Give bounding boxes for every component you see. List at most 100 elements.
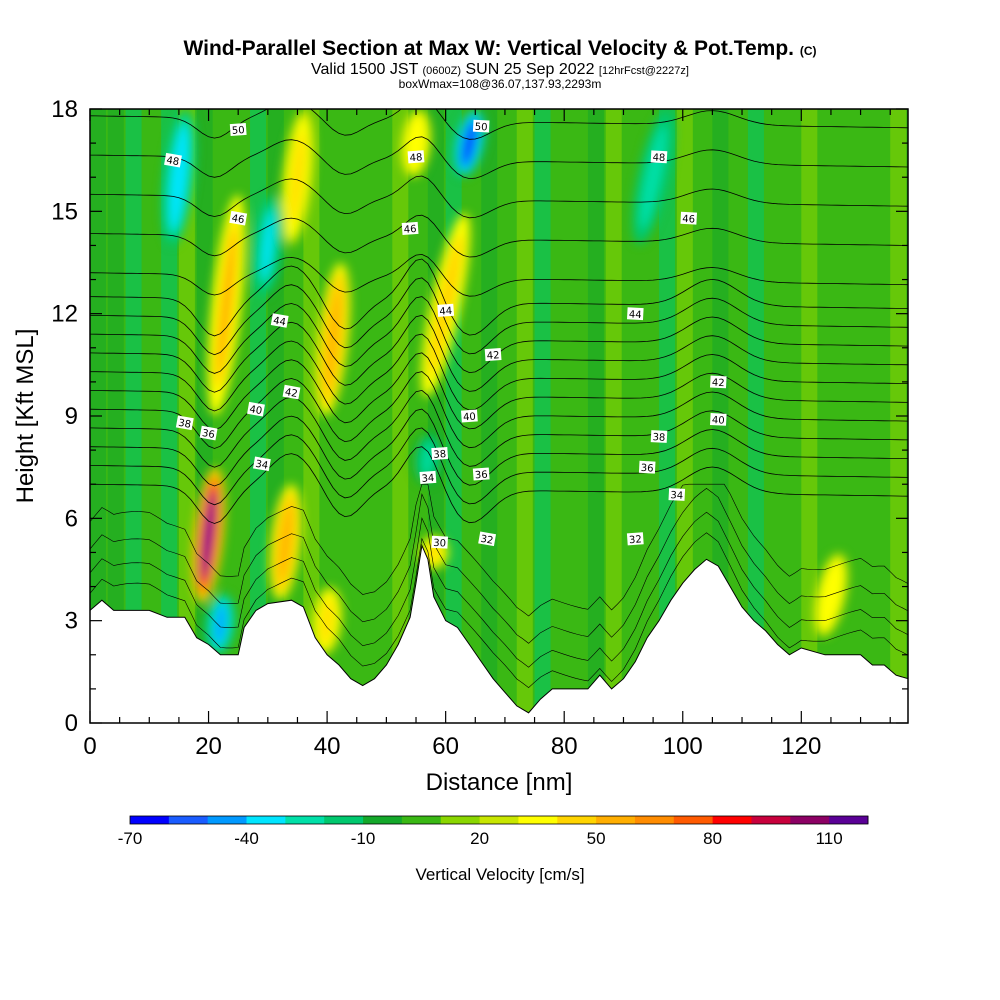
theta-isentrope	[90, 483, 908, 617]
theta-label-text: 44	[272, 315, 286, 328]
downdraft-cell	[262, 211, 274, 280]
velocity-band	[427, 109, 444, 723]
theta-label: 46	[401, 221, 419, 236]
velocity-band	[605, 109, 622, 723]
theta-label-text: 34	[254, 459, 268, 472]
velocity-band	[392, 109, 409, 723]
colorbar-swatch	[440, 816, 481, 824]
theta-label: 36	[472, 467, 490, 481]
colorbar-swatch	[751, 816, 791, 824]
theta-label-text: 30	[433, 538, 446, 550]
colorbar-swatch	[829, 816, 869, 824]
theta-label-text: 38	[177, 418, 191, 431]
x-tick-label: 0	[83, 733, 96, 760]
colorbar-tick-label: -70	[118, 829, 143, 848]
theta-label: 32	[478, 531, 497, 547]
theta-label: 48	[164, 152, 182, 168]
colorbar-swatch	[246, 816, 286, 824]
theta-label: 34	[668, 488, 686, 502]
y-axis-title: Height [Kft MSL]	[12, 329, 39, 504]
velocity-band	[676, 109, 693, 723]
velocity-band	[747, 109, 764, 723]
theta-label-text: 46	[682, 214, 695, 226]
colorbar-tick-label: 20	[470, 829, 489, 848]
theta-label: 44	[437, 303, 455, 318]
chart-box-info: boxWmax=108@36.07,137.93,2293m	[398, 77, 602, 91]
downdraft-cell	[463, 120, 476, 166]
velocity-band	[107, 109, 124, 723]
theta-isentrope	[90, 532, 908, 688]
theta-label-box	[437, 303, 455, 317]
colorbar-swatch	[479, 816, 519, 824]
theta-label: 40	[247, 401, 265, 417]
x-axis: 0 20 40 60 80 100 120	[83, 109, 891, 760]
theta-isentrope	[90, 277, 908, 356]
velocity-band	[161, 109, 178, 723]
theta-label-box	[401, 221, 419, 235]
colorbar-swatch	[401, 816, 442, 824]
colorbar-tick-label: -40	[234, 829, 259, 848]
y-tick-label: 12	[51, 301, 78, 328]
chart-subtitle: Valid 1500 JST (0600Z) SUN 25 Sep 2022 […	[311, 61, 689, 78]
colorbar-tick-label: 80	[703, 829, 722, 848]
updraft-cell	[823, 566, 839, 624]
theta-label-box	[626, 532, 644, 546]
theta-label-box	[229, 122, 247, 137]
theta-label-text: 48	[166, 155, 180, 168]
downdraft-cell	[172, 131, 186, 224]
velocity-band	[659, 109, 676, 723]
theta-label: 48	[650, 150, 668, 164]
y-tick-label: 6	[65, 505, 78, 532]
theta-label-text: 44	[629, 309, 642, 321]
theta-label-box	[270, 313, 289, 328]
theta-label-box	[229, 210, 248, 226]
theta-label-box	[431, 535, 449, 549]
theta-label-text: 42	[486, 350, 499, 362]
theta-label-box	[247, 401, 265, 417]
theta-contour-labels: 50 50 48 48 48 46 46 46 44 44 44 42 42 42 40 40 40 38 38 38…	[164, 119, 727, 550]
theta-label-text: 40	[712, 415, 725, 427]
colorbar-swatch	[673, 816, 714, 824]
theta-isentrope	[90, 511, 908, 668]
theta-label-box	[484, 348, 502, 362]
theta-label-box	[419, 470, 437, 484]
velocity-band	[587, 109, 604, 723]
theta-label-text: 50	[232, 125, 245, 137]
updraft-cell	[326, 287, 340, 391]
theta-isentrope	[90, 488, 908, 644]
x-tick-label: 40	[314, 733, 341, 760]
colorbar: -70 -40 -10 20 50 80 110	[118, 815, 869, 848]
theta-isentrope	[90, 371, 908, 449]
theta-label-text: 38	[652, 432, 665, 444]
colorbar-tick-label: 110	[816, 829, 843, 848]
theta-label-text: 36	[640, 463, 653, 475]
theta-isentrope	[90, 214, 908, 258]
theta-label: 32	[626, 532, 644, 546]
theta-label: 42	[484, 348, 502, 362]
downdraft-cell	[215, 603, 226, 645]
theta-isentrope	[90, 446, 908, 524]
theta-label-box	[472, 119, 490, 133]
plot-area: 50 50 48 48 48 46 46 46 44 44 44 42 42 42 40 40 40 38 38 38…	[90, 109, 908, 723]
theta-label: 34	[252, 456, 271, 472]
y-tick-label: 0	[65, 710, 78, 737]
colorbar-swatch	[324, 816, 364, 824]
theta-label-box	[668, 488, 686, 501]
velocity-band	[125, 109, 142, 723]
updraft-cell	[291, 131, 304, 224]
theta-label: 42	[709, 375, 727, 390]
theta-isentrope	[90, 109, 908, 140]
theta-label-box	[650, 150, 668, 164]
theta-label-box	[709, 375, 727, 389]
theta-isentrope	[90, 352, 908, 431]
updraft-cell	[202, 489, 215, 582]
theta-label-text: 40	[463, 412, 476, 424]
velocity-band	[801, 109, 818, 723]
theta-label: 48	[407, 150, 425, 164]
velocity-band	[516, 109, 533, 723]
theta-label-text: 34	[421, 473, 434, 485]
theta-label-text: 42	[712, 378, 725, 390]
theta-label-text: 46	[231, 213, 245, 226]
theta-label-text: 38	[433, 449, 446, 461]
